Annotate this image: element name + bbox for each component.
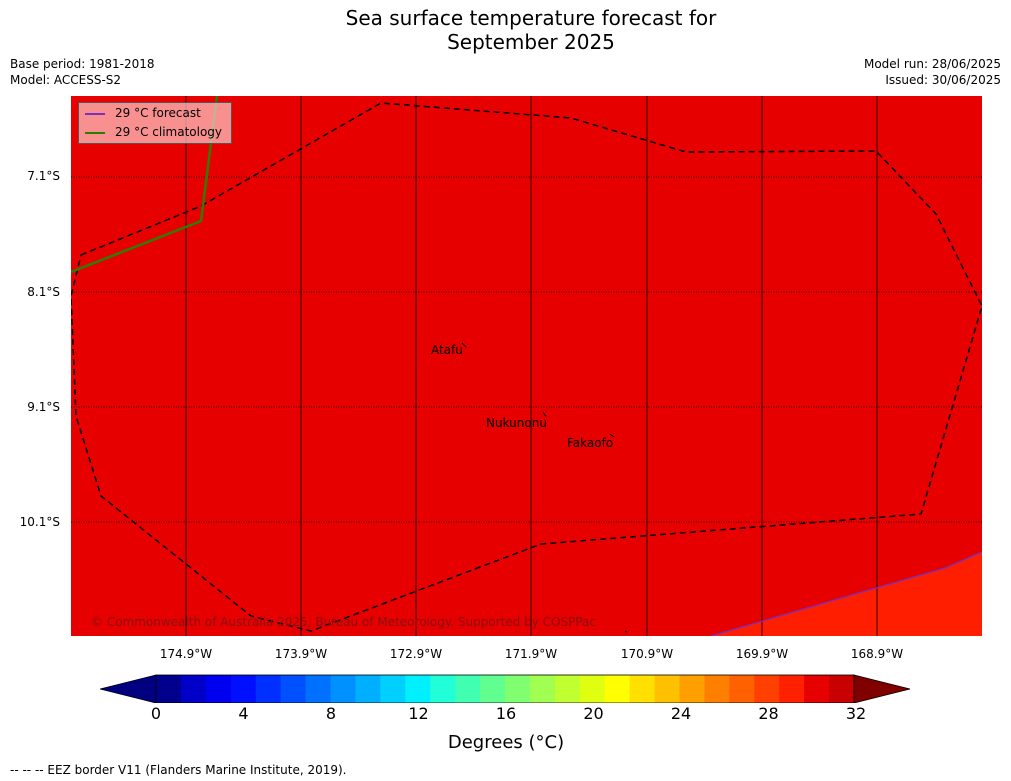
map-panel: Atafu Nukunonu Fakaofo © Commonwealth of… (71, 96, 982, 636)
colorbar-cell (579, 675, 606, 703)
colorbar-under-triangle (100, 674, 157, 703)
colorbar-cell (529, 675, 556, 703)
colorbar-cell (355, 675, 381, 703)
base-period: Base period: 1981-2018 (10, 57, 155, 71)
fakaofo-marker (609, 433, 615, 438)
colorbar-cell (180, 675, 207, 703)
forecast-swatch (85, 112, 105, 115)
colorbar-cell (330, 675, 356, 703)
model-name: Model: ACCESS-S2 (10, 73, 122, 87)
cb-tick-8: 8 (325, 704, 337, 723)
legend-climatology: 29 °C climatology (85, 123, 222, 142)
colorbar-cells (155, 674, 855, 703)
colorbar (100, 674, 911, 703)
nukunonu-marker (542, 411, 547, 418)
place-fakaofo: Fakaofo (567, 436, 614, 450)
lon-label-171-9: 171.9°W (504, 647, 558, 661)
colorbar-cell (779, 675, 805, 703)
cb-tick-28: 28 (758, 704, 779, 723)
island-markers (461, 342, 628, 633)
lat-label-8-1: 8.1°S (27, 285, 60, 299)
colorbar-cell (255, 675, 282, 703)
colorbar-label: Degrees (°C) (447, 732, 565, 753)
colorbar-cell (729, 675, 755, 703)
colorbar-cell (754, 675, 780, 703)
colorbar-cell (205, 675, 232, 703)
cb-tick-16: 16 (495, 704, 517, 723)
colorbar-cell (505, 675, 531, 703)
map-svg (71, 96, 982, 636)
sst-fill-warm (711, 552, 982, 636)
cb-tick-32: 32 (845, 704, 867, 723)
lat-label-7-1: 7.1°S (27, 169, 60, 183)
footer-eez-note: -- -- -- EEZ border V11 (Flanders Marine… (10, 763, 347, 777)
colorbar-cell (679, 675, 705, 703)
colorbar-cell (405, 675, 431, 703)
colorbar-cell (430, 675, 456, 703)
colorbar-cell (704, 675, 730, 703)
meta-left: Base period: 1981-2018 Model: ACCESS-S2 (10, 56, 155, 88)
title-line-1: Sea surface temperature forecast for (345, 6, 717, 30)
sst-fill-main (71, 96, 982, 636)
colorbar-cell (305, 675, 331, 703)
eez-border (71, 102, 982, 632)
cb-tick-4: 4 (238, 704, 249, 723)
colorbar-cell (629, 675, 656, 703)
lon-label-170-9: 170.9°W (620, 647, 674, 661)
chart-title: Sea surface temperature forecast for Sep… (0, 6, 1011, 54)
colorbar-cell (604, 675, 631, 703)
lon-label-172-9: 172.9°W (389, 647, 443, 661)
meta-right: Model run: 28/06/2025 Issued: 30/06/2025 (864, 56, 1001, 88)
copyright-text: © Commonwealth of Australia 2025, Bureau… (91, 615, 596, 629)
lon-label-173-9: 173.9°W (274, 647, 328, 661)
model-run-date: Model run: 28/06/2025 (863, 57, 1001, 71)
lat-label-9-1: 9.1°S (27, 400, 60, 414)
forecast-29c-contour (710, 551, 982, 636)
colorbar-cell (230, 675, 257, 703)
cb-tick-12: 12 (408, 704, 429, 723)
lon-label-169-9: 169.9°W (735, 647, 789, 661)
colorbar-cell (554, 675, 581, 703)
place-atafu: Atafu (431, 343, 463, 357)
colorbar-cell (480, 675, 506, 703)
atafu-marker (461, 342, 467, 348)
cb-tick-20: 20 (583, 704, 604, 723)
colorbar-cell (280, 675, 307, 703)
legend-forecast-label: 29 °C forecast (115, 106, 201, 120)
colorbar-over-triangle (853, 674, 911, 703)
map-legend: 29 °C forecast 29 °C climatology (78, 102, 232, 144)
meridians (185, 96, 878, 636)
small-islet-marker (624, 630, 628, 633)
legend-forecast: 29 °C forecast (85, 104, 201, 123)
legend-climatology-label: 29 °C climatology (115, 125, 223, 139)
colorbar-cell (804, 675, 830, 703)
colorbar-cell (156, 675, 182, 703)
issued-date: Issued: 30/06/2025 (885, 73, 1001, 87)
colorbar-cell (829, 675, 855, 703)
cb-tick-24: 24 (670, 704, 692, 723)
graticule (71, 176, 982, 523)
lon-label-174-9: 174.9°W (159, 647, 213, 661)
lat-label-10-1: 10.1°S (19, 515, 60, 529)
title-line-2: September 2025 (447, 30, 615, 54)
colorbar-cell (455, 675, 481, 703)
colorbar-cell (380, 675, 406, 703)
lon-label-168-9: 168.9°W (850, 647, 904, 661)
colorbar-cell (654, 675, 680, 703)
climatology-swatch (85, 131, 105, 134)
cb-tick-0: 0 (150, 704, 162, 723)
place-nukunonu: Nukunonu (486, 416, 547, 430)
